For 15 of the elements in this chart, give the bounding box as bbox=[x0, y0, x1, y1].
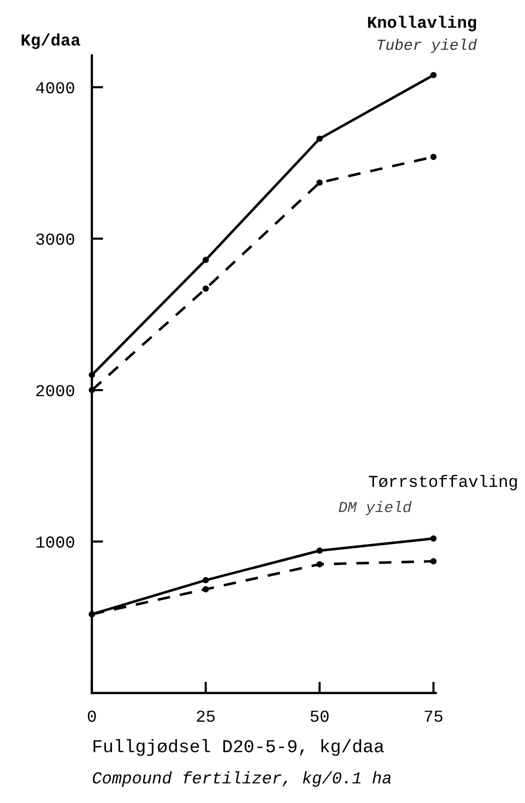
y-tick-label: 1000 bbox=[36, 536, 74, 548]
y-tick-label: 2000 bbox=[36, 384, 74, 396]
x-axis-title: Fullgjødsel D20-5-9, kg/daa bbox=[94, 739, 384, 756]
annotation: DM yield bbox=[338, 500, 412, 516]
y-axis-title: Kg/daa bbox=[22, 33, 80, 50]
y-tick-label: 3000 bbox=[36, 234, 74, 245]
x-tick-label: 50 bbox=[310, 710, 329, 722]
x-tick-label: 25 bbox=[196, 710, 215, 722]
text: Tuber yield bbox=[378, 38, 477, 53]
x-tick-label: 0 bbox=[88, 710, 96, 722]
text: Compound fertilizer, kg/0.1 ha bbox=[92, 771, 391, 787]
x-tick-label: 75 bbox=[424, 710, 442, 722]
annotation: Tørrstoffavling bbox=[368, 474, 517, 490]
text: Knollavling bbox=[368, 16, 476, 32]
y-tick-label: 4000 bbox=[36, 82, 74, 94]
